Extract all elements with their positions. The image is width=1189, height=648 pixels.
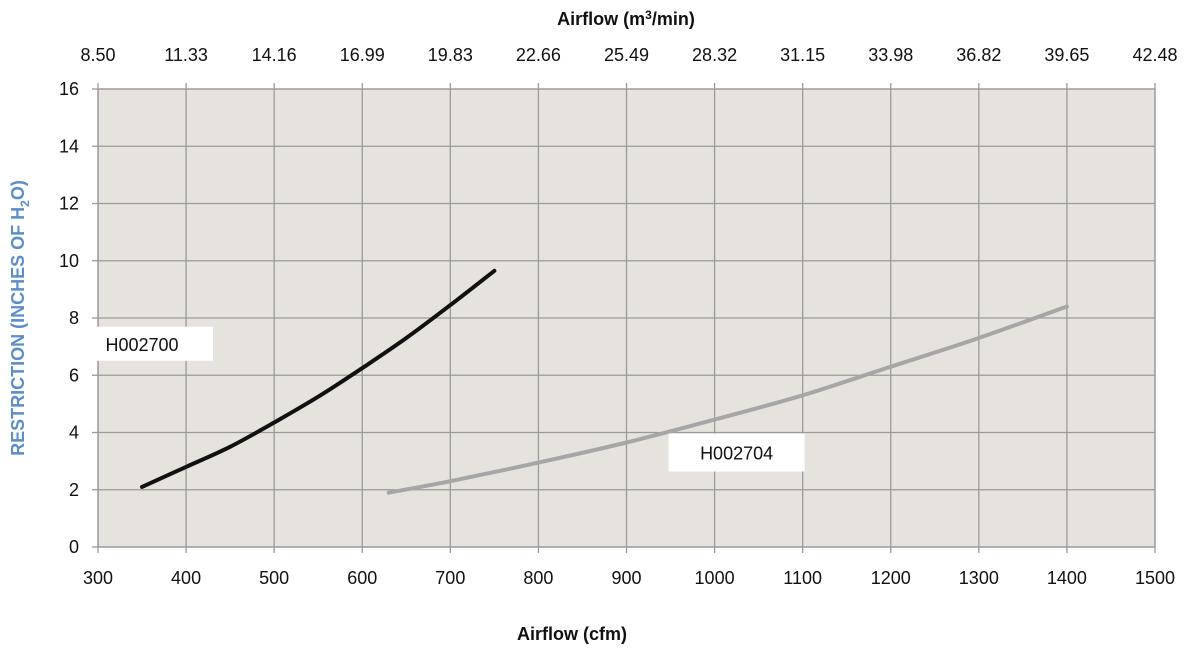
x-tick-label: 500: [259, 568, 289, 588]
x-tick-label: 600: [347, 568, 377, 588]
series-labels: H002700 H002704: [71, 326, 805, 472]
x-tick-label: 1100: [783, 568, 822, 588]
y-tick-label: 0: [69, 537, 79, 557]
series-label-box: [71, 326, 214, 361]
bottom-axis-title: Airflow (cfm): [517, 624, 627, 644]
y-tick-label: 6: [69, 365, 79, 385]
top-tick-label: 42.48: [1132, 45, 1177, 65]
series-label-text: H002700: [106, 335, 179, 355]
series-label-text: H002704: [700, 444, 773, 464]
x-tick-label: 1000: [695, 568, 735, 588]
x-tick-label: 300: [83, 568, 113, 588]
x-tick-label: 1300: [959, 568, 999, 588]
x-tick-label: 800: [523, 568, 553, 588]
y-tick-label: 16: [59, 79, 79, 99]
series-line-h002704: [386, 304, 1069, 495]
top-tick-label: 22.66: [516, 45, 561, 65]
series-label-box: [668, 433, 805, 472]
top-tick-label: 25.49: [604, 45, 649, 65]
top-tick-label: 14.16: [252, 45, 297, 65]
top-tick-label: 19.83: [428, 45, 473, 65]
x-tick-label: 1400: [1047, 568, 1087, 588]
top-tick-label: 31.15: [780, 45, 825, 65]
top-axis-title-superscript: 3: [645, 8, 652, 22]
axes: 300 400 500 600 700 800 900 1000 1100 1200 1300 140…: [59, 45, 1178, 588]
x-tick-label: 1200: [871, 568, 911, 588]
top-tick-label: 16.99: [340, 45, 385, 65]
top-tick-label: 28.32: [692, 45, 737, 65]
y-tick-label: 8: [69, 308, 79, 328]
x-tick-label: 1500: [1135, 568, 1175, 588]
top-tick-label: 36.82: [956, 45, 1001, 65]
plot-frame: [97, 88, 1156, 548]
y-tick-label: 2: [69, 480, 79, 500]
x-tick-label: 900: [611, 568, 641, 588]
x-tick-label: 400: [171, 568, 201, 588]
series-label-h002700: H002700: [71, 326, 214, 361]
series-line-h002700: [140, 268, 497, 489]
top-axis-title: Airflow (m3/min): [557, 8, 695, 29]
y-tick-label: 12: [59, 194, 79, 214]
x-tick-label: 700: [435, 568, 465, 588]
y-tick-label: 4: [69, 423, 79, 443]
series-label-h002704: H002704: [668, 433, 805, 472]
top-tick-label: 8.50: [80, 45, 115, 65]
y-tick-label: 14: [59, 136, 79, 156]
y-axis-title: RESTRICTION (INCHES OF H2O): [8, 180, 32, 456]
y-tick-label: 10: [59, 251, 79, 271]
y-axis-title-subscript: 2: [18, 200, 32, 207]
top-tick-label: 39.65: [1044, 45, 1089, 65]
series-layer: [140, 268, 1069, 495]
top-tick-label: 11.33: [164, 45, 208, 65]
top-tick-label: 33.98: [868, 45, 913, 65]
